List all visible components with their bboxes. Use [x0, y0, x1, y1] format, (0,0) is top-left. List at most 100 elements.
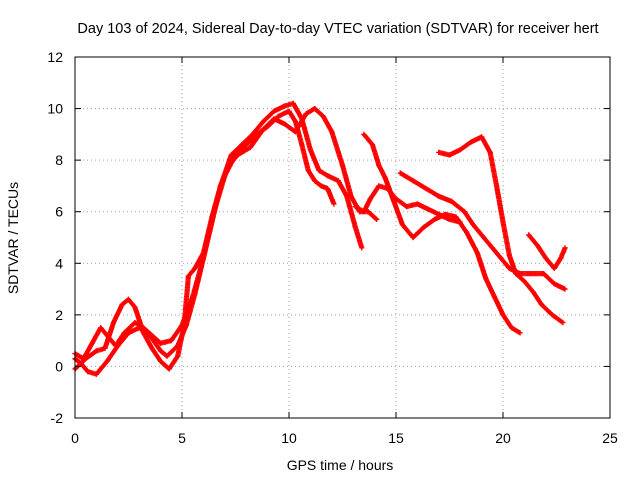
data-point	[562, 286, 568, 292]
data-point	[324, 173, 331, 179]
data-point	[352, 224, 358, 230]
data-point	[113, 343, 119, 349]
data-point	[431, 216, 438, 223]
data-point	[474, 250, 480, 256]
data-point	[158, 348, 164, 354]
data-point	[423, 185, 429, 192]
data-point	[506, 265, 513, 272]
x-axis-label: GPS time / hours	[287, 457, 394, 473]
data-point	[549, 312, 555, 318]
data-point	[517, 330, 523, 336]
data-point	[104, 358, 110, 364]
data-point	[290, 100, 296, 107]
data-point	[271, 116, 277, 122]
data-point	[239, 142, 245, 148]
data-point	[446, 216, 453, 223]
data-point	[166, 366, 172, 372]
data-point	[175, 353, 181, 359]
data-point	[397, 170, 403, 176]
data-point	[399, 222, 406, 228]
y-tick-label: 4	[55, 255, 63, 271]
data-point	[110, 319, 117, 326]
data-point	[282, 103, 288, 109]
data-point	[299, 142, 305, 148]
data-point	[436, 193, 442, 199]
series-track-3	[72, 105, 380, 372]
data-point	[132, 304, 138, 310]
data-point	[534, 242, 540, 248]
data-point	[436, 211, 442, 217]
y-tick-label: -2	[51, 410, 64, 426]
data-point	[489, 245, 495, 251]
data-point	[376, 183, 382, 189]
data-point	[307, 147, 313, 153]
data-point	[247, 144, 254, 150]
data-point	[190, 294, 196, 300]
y-tick-label: 2	[55, 307, 63, 323]
data-point	[410, 178, 416, 184]
data-point	[93, 371, 99, 377]
data-point	[421, 224, 427, 230]
data-point	[286, 108, 292, 114]
data-point	[102, 345, 108, 351]
x-tick-label: 10	[281, 430, 297, 446]
data-point	[521, 278, 527, 284]
data-point	[164, 353, 170, 359]
data-point	[468, 139, 474, 145]
x-tick-label: 15	[388, 430, 404, 446]
data-point	[457, 147, 463, 153]
data-point	[292, 129, 299, 135]
data-point	[410, 234, 416, 241]
data-point	[425, 206, 431, 212]
data-point	[312, 178, 318, 184]
data-point	[508, 325, 515, 331]
data-point	[132, 319, 138, 326]
data-point	[551, 281, 557, 287]
data-point	[551, 265, 557, 272]
data-point	[275, 113, 281, 119]
data-point	[168, 338, 174, 344]
data-point	[464, 229, 470, 235]
plot-border	[74, 56, 611, 419]
data-point	[98, 325, 104, 331]
data-point	[506, 252, 513, 259]
data-point	[339, 162, 346, 168]
data-point	[500, 312, 506, 318]
series-track-7	[526, 232, 568, 272]
data-point	[329, 129, 335, 135]
y-tick-label: 0	[55, 358, 63, 374]
data-point	[335, 178, 341, 184]
x-tick-label: 25	[602, 430, 618, 446]
series-track-8	[352, 183, 463, 225]
data-point	[558, 255, 564, 261]
data-point	[305, 167, 311, 174]
data-point	[89, 340, 95, 346]
data-point	[282, 121, 288, 127]
y-tick-label: 10	[47, 101, 63, 117]
data-point	[271, 108, 277, 114]
data-point	[359, 245, 365, 251]
y-axis-label: SDTVAR / TECUs	[5, 182, 21, 294]
axis-ticks	[74, 56, 611, 419]
grid-lines	[75, 57, 610, 418]
data-point	[125, 296, 132, 302]
data-point	[320, 113, 326, 119]
series-track-5	[397, 170, 568, 292]
data-point	[376, 162, 382, 168]
data-point	[200, 250, 206, 256]
series-track-6	[436, 134, 566, 326]
data-point	[119, 301, 125, 308]
data-point	[260, 126, 266, 132]
data-point	[228, 152, 234, 158]
data-point	[85, 368, 91, 375]
data-point	[449, 198, 455, 204]
y-tick-label: 8	[55, 152, 63, 168]
data-point	[331, 201, 337, 207]
data-point	[393, 196, 399, 202]
data-point	[526, 232, 532, 238]
data-point	[493, 183, 500, 189]
data-point	[361, 209, 367, 215]
data-point	[530, 289, 536, 295]
